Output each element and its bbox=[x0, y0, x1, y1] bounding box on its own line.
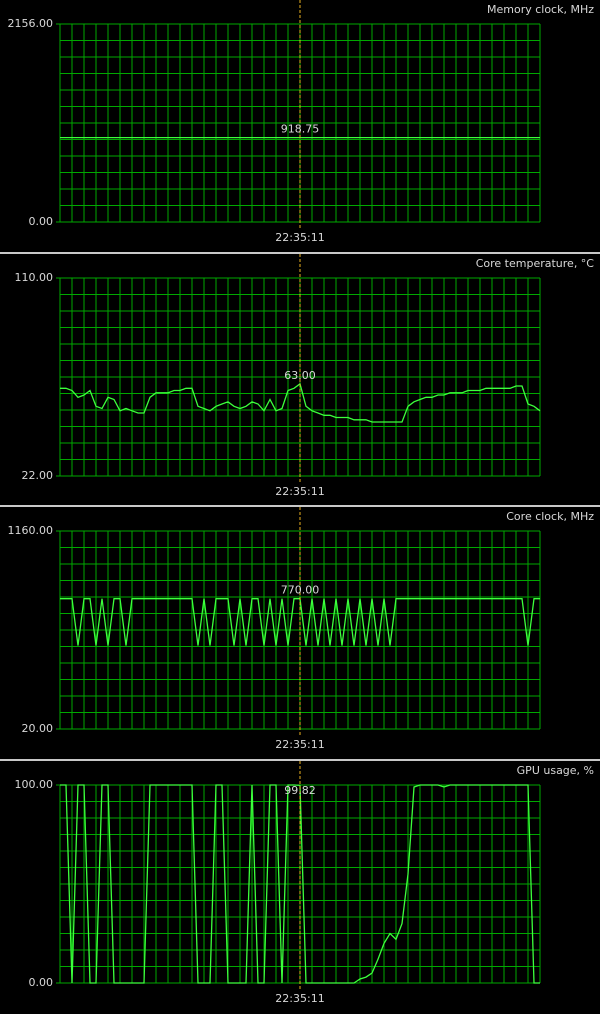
cursor-value: 63.00 bbox=[284, 369, 316, 382]
chart-title: Core temperature, °C bbox=[476, 257, 595, 270]
y-tick-label: 2156.00 bbox=[8, 17, 54, 30]
y-tick-label: 110.00 bbox=[15, 271, 54, 284]
cursor-value: 918.75 bbox=[281, 123, 320, 136]
cursor-time: 22:35:11 bbox=[275, 992, 324, 1005]
cursor-time: 22:35:11 bbox=[275, 485, 324, 498]
y-tick-label: 0.00 bbox=[29, 976, 54, 989]
y-tick-label: 1160.00 bbox=[8, 524, 54, 537]
data-line bbox=[60, 784, 540, 984]
chart-title: Memory clock, MHz bbox=[487, 3, 594, 16]
chart-title: GPU usage, % bbox=[517, 764, 594, 777]
chart-title: Core clock, MHz bbox=[506, 510, 594, 523]
cursor-value: 770.00 bbox=[281, 584, 320, 597]
cursor-time: 22:35:11 bbox=[275, 738, 324, 751]
y-tick-label: 100.00 bbox=[15, 778, 54, 791]
cursor-time: 22:35:11 bbox=[275, 231, 324, 244]
y-tick-label: 0.00 bbox=[29, 215, 54, 228]
data-line bbox=[60, 382, 541, 423]
cursor-value: 99.82 bbox=[284, 784, 316, 797]
y-tick-label: 22.00 bbox=[22, 469, 54, 482]
y-tick-label: 20.00 bbox=[22, 722, 54, 735]
